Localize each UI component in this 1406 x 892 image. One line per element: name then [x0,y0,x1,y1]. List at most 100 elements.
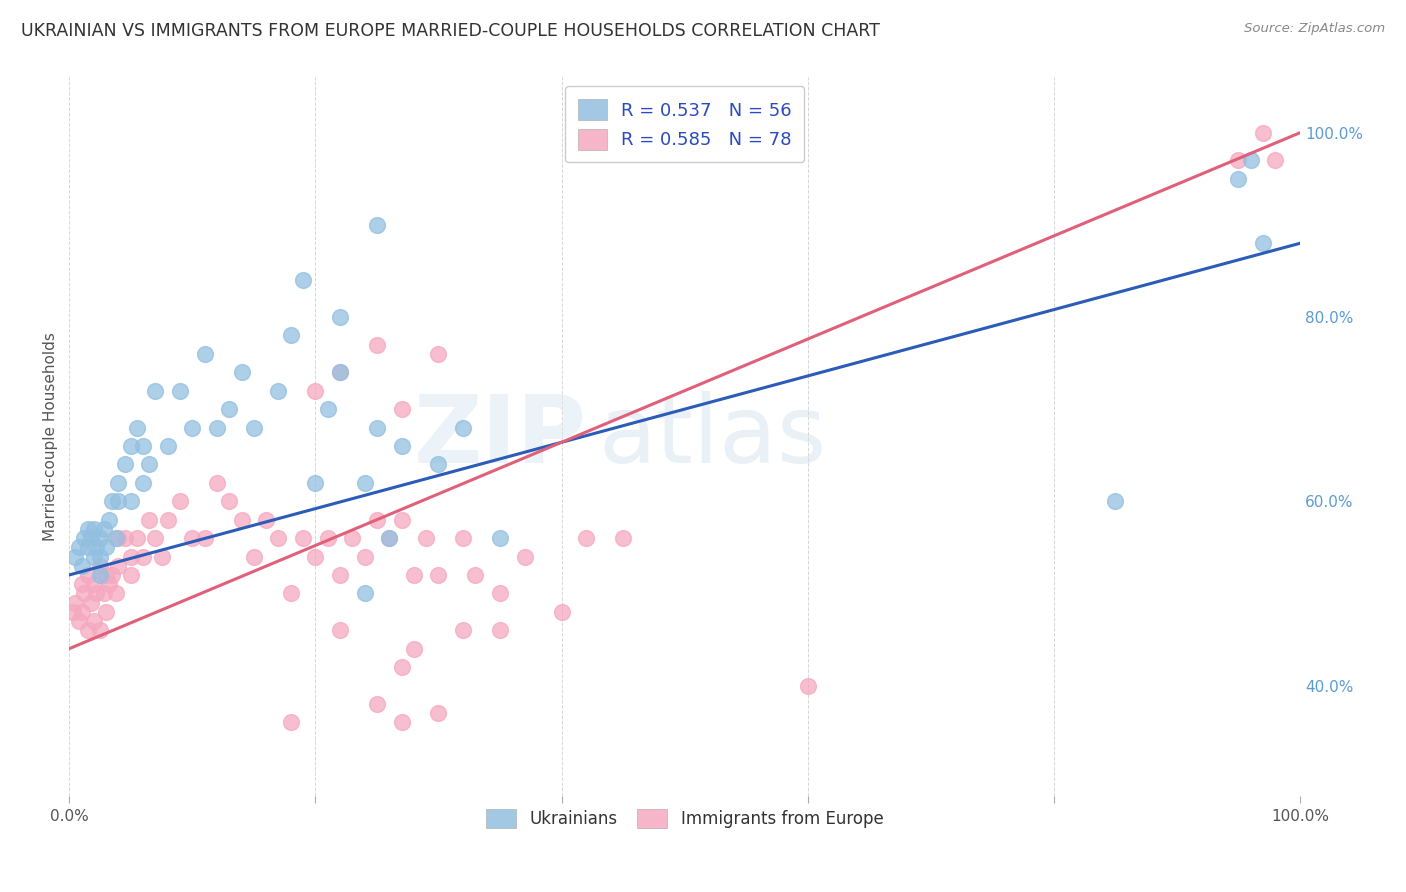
Point [316,531,339,545]
Point [378,531,401,545]
Point [267,531,290,545]
Point [304,384,326,398]
Point [612,531,634,545]
Point [267,384,290,398]
Point [415,531,437,545]
Point [550,605,572,619]
Point [67,541,90,555]
Point [451,420,474,434]
Point [243,420,266,434]
Y-axis label: Married-couple Households: Married-couple Households [44,333,58,541]
Point [76,522,98,536]
Point [107,475,129,490]
Point [366,218,388,232]
Point [464,568,486,582]
Point [97,513,120,527]
Point [73,531,96,545]
Point [93,586,115,600]
Point [96,605,118,619]
Point [107,558,129,573]
Point [1251,236,1274,251]
Text: Source: ZipAtlas.com: Source: ZipAtlas.com [1244,22,1385,36]
Point [84,541,107,555]
Point [80,531,103,545]
Point [120,439,142,453]
Point [231,365,253,379]
Point [65,549,87,564]
Point [156,513,179,527]
Point [329,624,352,638]
Point [76,624,98,638]
Point [93,522,115,536]
Point [353,586,375,600]
Point [1227,153,1250,168]
Point [231,513,253,527]
Point [89,531,111,545]
Point [391,715,413,730]
Point [353,475,375,490]
Point [62,605,84,619]
Point [1251,126,1274,140]
Point [513,549,536,564]
Point [145,531,167,545]
Point [427,568,450,582]
Point [575,531,598,545]
Point [120,494,142,508]
Point [391,513,413,527]
Point [150,549,173,564]
Text: ZIP: ZIP [413,391,586,483]
Point [125,420,148,434]
Point [194,531,217,545]
Point [181,420,204,434]
Point [489,531,512,545]
Point [89,558,111,573]
Point [70,577,93,591]
Point [796,679,818,693]
Point [366,337,388,351]
Point [114,458,136,472]
Point [427,347,450,361]
Point [427,706,450,721]
Point [156,439,179,453]
Point [304,549,326,564]
Point [243,549,266,564]
Point [280,328,302,343]
Point [427,458,450,472]
Point [138,458,160,472]
Point [489,624,512,638]
Text: UKRAINIAN VS IMMIGRANTS FROM EUROPE MARRIED-COUPLE HOUSEHOLDS CORRELATION CHART: UKRAINIAN VS IMMIGRANTS FROM EUROPE MARR… [21,22,880,40]
Point [402,568,425,582]
Point [120,568,142,582]
Point [342,531,364,545]
Point [292,273,315,287]
Point [83,522,105,536]
Point [254,513,277,527]
Point [132,439,155,453]
Point [67,614,90,628]
Point [181,531,204,545]
Point [89,549,111,564]
Point [65,596,87,610]
Point [366,420,388,434]
Point [80,596,103,610]
Point [105,586,128,600]
Point [107,531,129,545]
Point [329,310,352,324]
Point [391,402,413,417]
Point [76,541,98,555]
Point [89,568,111,582]
Point [101,494,124,508]
Point [70,605,93,619]
Point [451,624,474,638]
Point [378,531,401,545]
Point [1240,153,1263,168]
Point [329,568,352,582]
Legend: Ukrainians, Immigrants from Europe: Ukrainians, Immigrants from Europe [479,802,890,835]
Point [138,513,160,527]
Point [391,439,413,453]
Point [70,558,93,573]
Point [97,577,120,591]
Point [101,568,124,582]
Point [96,568,118,582]
Point [451,531,474,545]
